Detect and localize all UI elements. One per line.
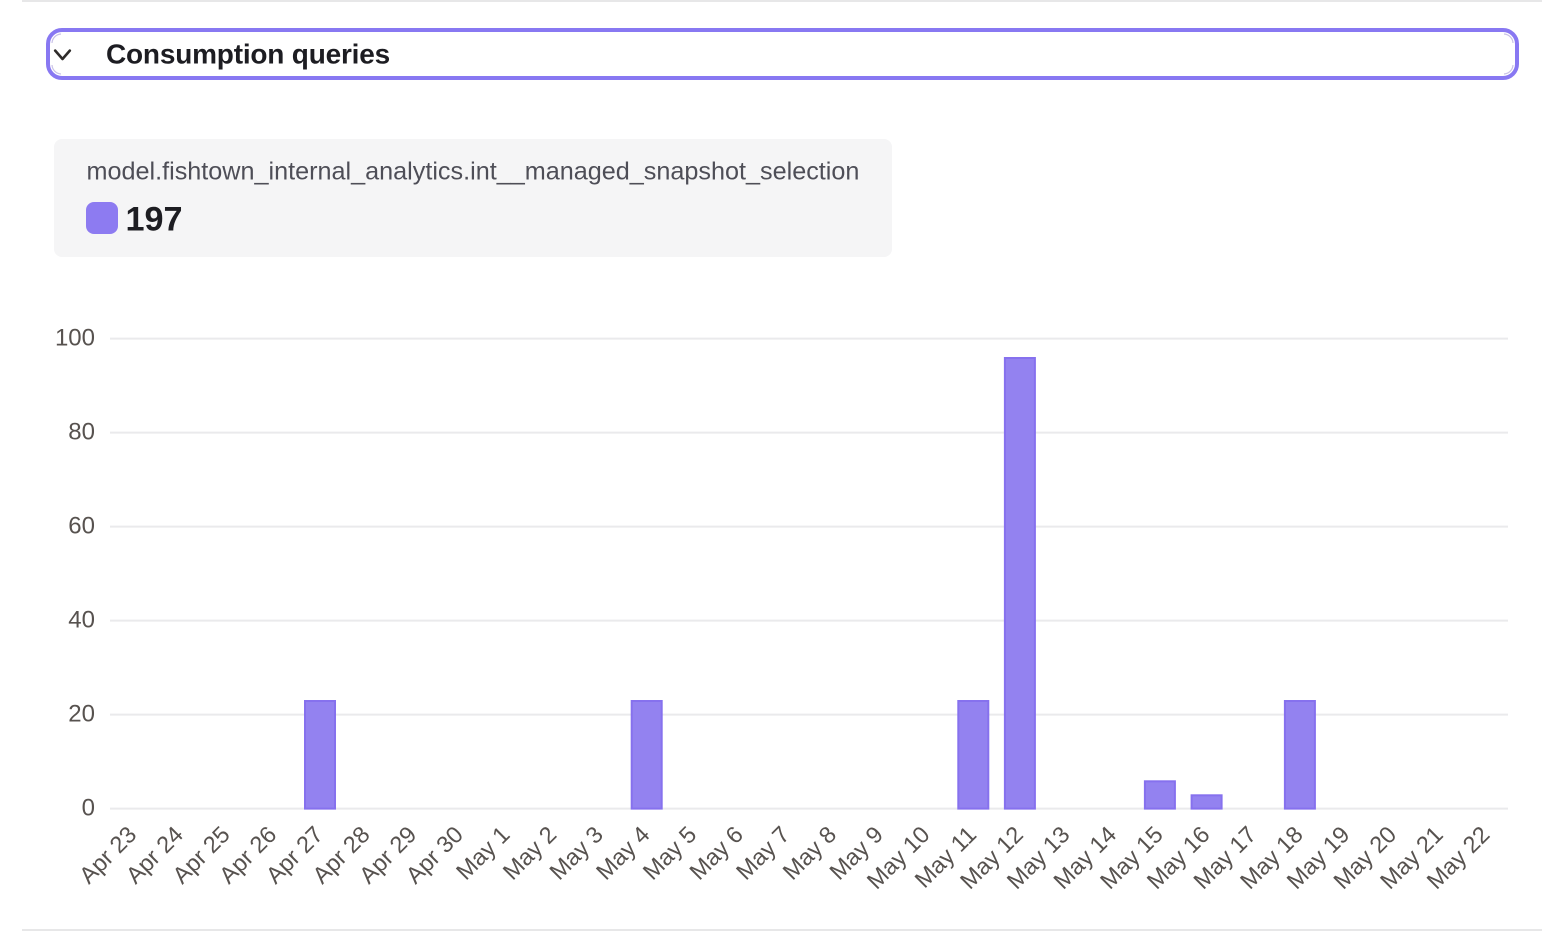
svg-text:0: 0 <box>82 794 95 821</box>
svg-text:197: 197 <box>126 200 183 238</box>
svg-text:100: 100 <box>55 324 95 351</box>
svg-text:May 4: May 4 <box>591 821 655 885</box>
svg-text:60: 60 <box>68 512 95 539</box>
svg-text:May 6: May 6 <box>684 821 748 885</box>
svg-text:Consumption queries: Consumption queries <box>106 39 390 70</box>
svg-text:May 1: May 1 <box>451 821 515 885</box>
svg-text:May 2: May 2 <box>498 821 562 885</box>
svg-text:May 5: May 5 <box>638 821 702 885</box>
svg-text:May 8: May 8 <box>778 821 842 885</box>
svg-text:40: 40 <box>68 606 95 633</box>
svg-text:80: 80 <box>68 418 95 445</box>
svg-text:May 7: May 7 <box>731 821 795 885</box>
svg-text:20: 20 <box>68 700 95 727</box>
svg-text:model.fishtown_internal_analyt: model.fishtown_internal_analytics.int__m… <box>87 157 860 185</box>
svg-text:May 3: May 3 <box>544 821 608 885</box>
